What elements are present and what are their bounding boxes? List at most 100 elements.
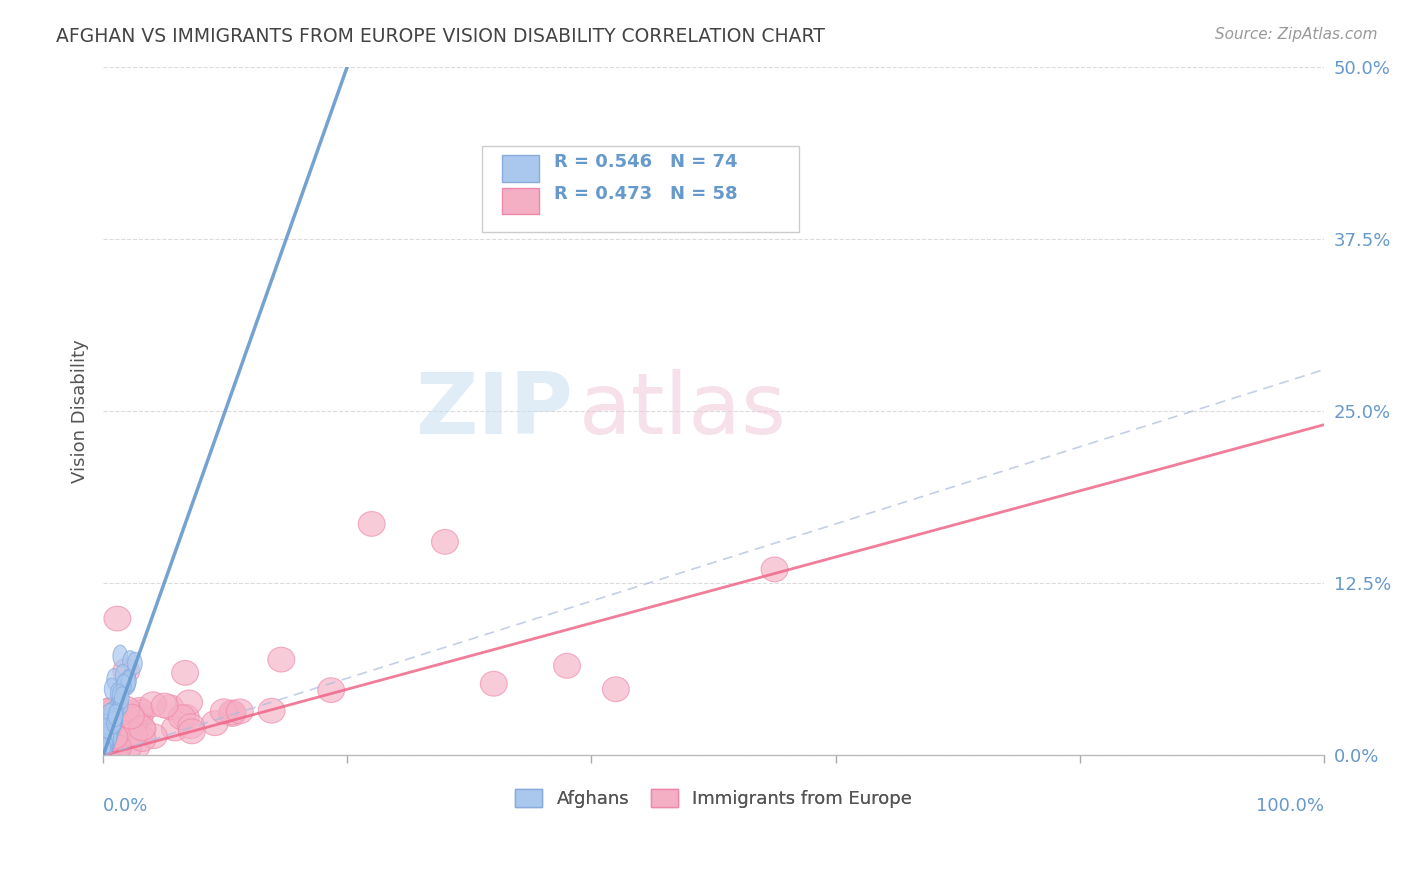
Ellipse shape (107, 712, 121, 733)
Ellipse shape (97, 739, 112, 761)
Ellipse shape (101, 736, 128, 761)
Ellipse shape (117, 674, 131, 697)
Ellipse shape (101, 724, 128, 749)
Ellipse shape (108, 703, 124, 725)
Text: R = 0.546: R = 0.546 (554, 153, 652, 170)
Ellipse shape (96, 741, 111, 764)
Ellipse shape (97, 738, 111, 760)
Ellipse shape (97, 732, 112, 755)
FancyBboxPatch shape (482, 145, 799, 232)
Ellipse shape (554, 654, 581, 678)
Ellipse shape (101, 714, 115, 736)
Ellipse shape (481, 672, 508, 696)
Ellipse shape (219, 702, 246, 726)
Ellipse shape (100, 714, 114, 737)
Ellipse shape (101, 725, 117, 747)
Ellipse shape (432, 530, 458, 554)
Ellipse shape (97, 739, 112, 762)
Ellipse shape (172, 660, 198, 685)
Ellipse shape (100, 731, 114, 753)
Ellipse shape (121, 671, 136, 692)
Ellipse shape (103, 723, 117, 745)
Ellipse shape (103, 737, 129, 762)
Ellipse shape (105, 718, 120, 740)
Ellipse shape (115, 713, 142, 738)
Ellipse shape (98, 731, 112, 754)
Ellipse shape (359, 511, 385, 536)
Ellipse shape (97, 725, 112, 747)
Ellipse shape (104, 716, 118, 739)
Text: atlas: atlas (579, 369, 787, 452)
Ellipse shape (97, 735, 111, 756)
Ellipse shape (176, 690, 202, 714)
Ellipse shape (112, 645, 128, 667)
Ellipse shape (103, 708, 117, 731)
Ellipse shape (122, 650, 138, 673)
Ellipse shape (96, 739, 111, 761)
Ellipse shape (156, 695, 184, 720)
Ellipse shape (98, 723, 112, 745)
Ellipse shape (96, 742, 111, 764)
Y-axis label: Vision Disability: Vision Disability (72, 339, 89, 483)
Ellipse shape (98, 732, 112, 754)
Ellipse shape (112, 697, 139, 722)
Ellipse shape (211, 699, 238, 723)
Ellipse shape (107, 719, 134, 744)
Ellipse shape (98, 722, 125, 746)
Ellipse shape (139, 692, 166, 716)
Ellipse shape (108, 709, 122, 731)
Ellipse shape (129, 727, 156, 751)
Ellipse shape (97, 738, 112, 760)
Ellipse shape (177, 714, 204, 739)
Ellipse shape (96, 732, 111, 755)
Ellipse shape (101, 723, 115, 745)
Ellipse shape (112, 684, 127, 706)
Ellipse shape (259, 698, 285, 723)
Ellipse shape (114, 687, 129, 709)
Ellipse shape (107, 712, 122, 734)
Ellipse shape (129, 717, 156, 742)
Ellipse shape (97, 698, 124, 723)
Ellipse shape (97, 739, 111, 761)
Text: 0.0%: 0.0% (103, 797, 149, 814)
Ellipse shape (100, 723, 115, 745)
Text: ZIP: ZIP (415, 369, 574, 452)
Ellipse shape (103, 714, 117, 737)
Text: AFGHAN VS IMMIGRANTS FROM EUROPE VISION DISABILITY CORRELATION CHART: AFGHAN VS IMMIGRANTS FROM EUROPE VISION … (56, 27, 825, 45)
Ellipse shape (169, 705, 195, 730)
Ellipse shape (128, 699, 155, 724)
Ellipse shape (179, 719, 205, 744)
Ellipse shape (318, 678, 344, 703)
Ellipse shape (602, 677, 630, 702)
Ellipse shape (101, 721, 115, 742)
Legend: Afghans, Immigrants from Europe: Afghans, Immigrants from Europe (508, 781, 920, 815)
Ellipse shape (100, 731, 115, 754)
Ellipse shape (121, 706, 148, 731)
Ellipse shape (118, 673, 132, 695)
Text: Source: ZipAtlas.com: Source: ZipAtlas.com (1215, 27, 1378, 42)
Text: 100.0%: 100.0% (1256, 797, 1324, 814)
Ellipse shape (173, 705, 200, 730)
Ellipse shape (98, 733, 114, 756)
Ellipse shape (97, 719, 111, 740)
Ellipse shape (98, 734, 112, 756)
FancyBboxPatch shape (502, 188, 538, 214)
Ellipse shape (761, 557, 787, 582)
Ellipse shape (107, 669, 121, 690)
Ellipse shape (121, 669, 136, 691)
Ellipse shape (91, 734, 118, 758)
Ellipse shape (117, 704, 145, 729)
Ellipse shape (128, 715, 156, 740)
Ellipse shape (111, 696, 125, 718)
Ellipse shape (97, 739, 112, 762)
Text: N = 58: N = 58 (669, 185, 737, 203)
Ellipse shape (122, 734, 150, 759)
Ellipse shape (141, 723, 167, 748)
Ellipse shape (98, 734, 112, 756)
Ellipse shape (101, 697, 129, 722)
Ellipse shape (219, 700, 246, 725)
FancyBboxPatch shape (502, 155, 538, 182)
Ellipse shape (107, 714, 134, 739)
Ellipse shape (107, 710, 121, 731)
Ellipse shape (94, 739, 121, 764)
